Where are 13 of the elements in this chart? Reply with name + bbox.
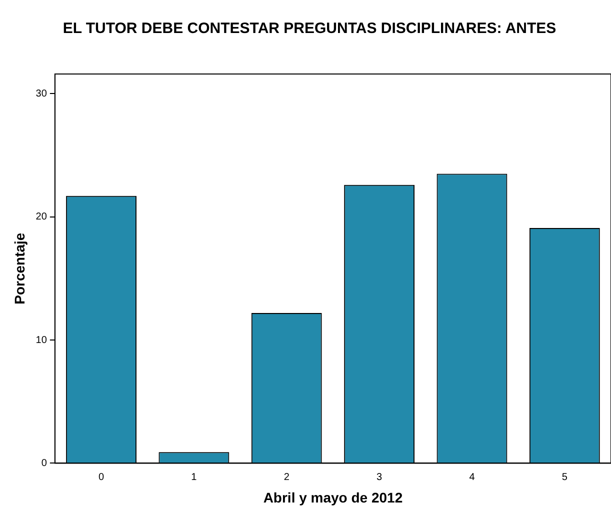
x-tick-label: 1: [191, 472, 198, 483]
y-tick-label: 0: [41, 458, 48, 469]
y-tick-label: 20: [36, 212, 48, 223]
y-axis-title: Porcentaje: [11, 232, 28, 304]
x-tick-label: 5: [562, 472, 568, 483]
x-tick-label: 3: [376, 472, 383, 483]
y-tick-label: 10: [36, 334, 48, 346]
x-tick-label: 4: [469, 472, 476, 483]
y-tick-label: 30: [36, 88, 48, 100]
x-tick-label: 2: [284, 472, 290, 483]
x-tick-label: 0: [98, 472, 104, 483]
chart-title: EL TUTOR DEBE CONTESTAR PREGUNTAS DISCIPLINARES: ANTES: [62, 20, 556, 38]
x-axis-title: Abril y mayo de 2012: [263, 489, 403, 506]
